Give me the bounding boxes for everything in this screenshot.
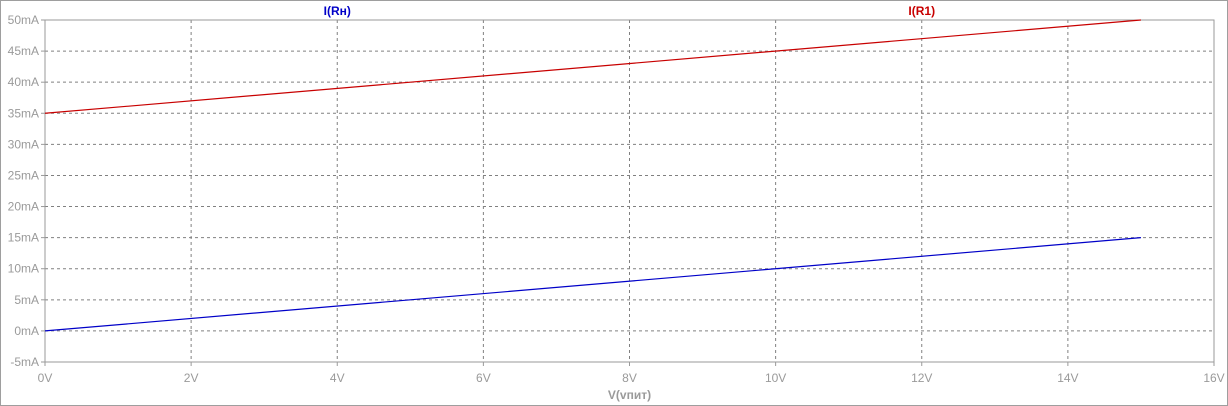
y-tick-label: 40mA — [8, 75, 39, 89]
x-tick-label: 16V — [1203, 371, 1224, 385]
x-tick-label: 8V — [622, 371, 637, 385]
x-tick-label: 10V — [765, 371, 786, 385]
y-tick-label: 30mA — [8, 137, 39, 151]
legend-entry: I(R1) — [908, 4, 935, 18]
x-tick-label: 4V — [330, 371, 345, 385]
x-tick-label: 0V — [38, 371, 53, 385]
y-tick-label: 10mA — [8, 262, 39, 276]
x-tick-label: 14V — [1057, 371, 1078, 385]
legend: I(Rн) I(R1) — [324, 4, 935, 18]
x-axis-ticks: 0V 2V 4V 6V 8V 10V 12V 14V 16V — [38, 362, 1225, 385]
y-axis-ticks: -5mA 0mA 5mA 10mA 15mA 20mA 25mA 30mA 35mA 40mA 45… — [8, 13, 45, 369]
x-tick-label: 6V — [476, 371, 491, 385]
x-tick-label: 2V — [184, 371, 199, 385]
grid — [45, 20, 1214, 362]
y-tick-label: -5mA — [10, 355, 39, 369]
legend-entry: I(Rн) — [324, 4, 351, 18]
y-tick-label: 45mA — [8, 44, 39, 58]
series-line — [44, 19, 1141, 114]
y-tick-label: 25mA — [8, 168, 39, 182]
x-tick-label: 12V — [911, 371, 932, 385]
y-tick-label: 50mA — [8, 13, 39, 27]
series — [44, 19, 1141, 332]
y-tick-label: 15mA — [8, 231, 39, 245]
y-tick-label: 35mA — [8, 106, 39, 120]
x-axis-title: V(vпит) — [608, 388, 651, 402]
y-tick-label: 5mA — [14, 293, 39, 307]
y-tick-label: 20mA — [8, 200, 39, 214]
y-tick-label: 0mA — [14, 324, 39, 338]
series-line — [44, 237, 1141, 332]
